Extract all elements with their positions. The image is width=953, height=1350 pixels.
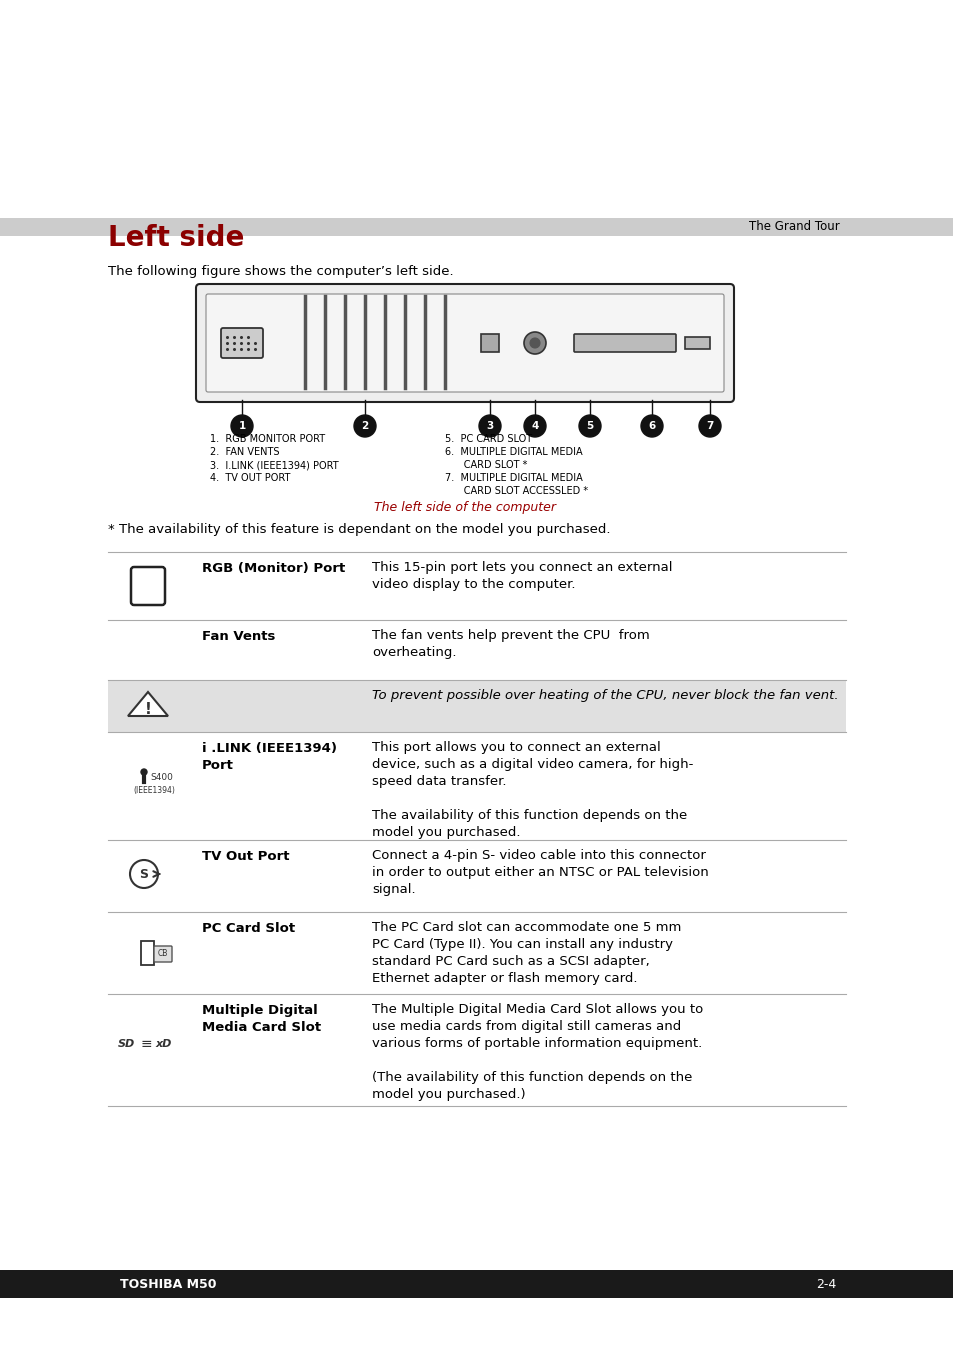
Text: 5: 5 (586, 421, 593, 431)
Text: The PC Card slot can accommodate one 5 mm
PC Card (Type II). You can install any: The PC Card slot can accommodate one 5 m… (372, 921, 680, 986)
Text: 4.  TV OUT PORT: 4. TV OUT PORT (210, 472, 290, 483)
Text: !: ! (145, 702, 152, 717)
Text: ≡: ≡ (140, 1037, 152, 1052)
Text: Fan Vents: Fan Vents (202, 630, 275, 643)
Circle shape (699, 414, 720, 437)
Text: (IEEE1394): (IEEE1394) (132, 787, 174, 795)
Text: TOSHIBA M50: TOSHIBA M50 (120, 1277, 216, 1291)
Text: This port allows you to connect an external
device, such as a digital video came: This port allows you to connect an exter… (372, 741, 693, 838)
Text: 5.  PC CARD SLOT: 5. PC CARD SLOT (444, 433, 532, 444)
Text: Multiple Digital
Media Card Slot: Multiple Digital Media Card Slot (202, 1004, 321, 1034)
FancyBboxPatch shape (684, 338, 709, 350)
Text: 3: 3 (486, 421, 493, 431)
Text: CB: CB (157, 949, 168, 958)
Text: PC Card Slot: PC Card Slot (202, 922, 294, 936)
Text: 1: 1 (238, 421, 245, 431)
Text: 7: 7 (705, 421, 713, 431)
Circle shape (141, 769, 147, 775)
Text: 3.  I.LINK (IEEE1394) PORT: 3. I.LINK (IEEE1394) PORT (210, 460, 338, 470)
Text: To prevent possible over heating of the CPU, never block the fan vent.: To prevent possible over heating of the … (372, 688, 838, 702)
Text: The following figure shows the computer’s left side.: The following figure shows the computer’… (108, 265, 453, 278)
Text: 2: 2 (361, 421, 368, 431)
Circle shape (530, 338, 539, 348)
Text: 4: 4 (531, 421, 538, 431)
FancyBboxPatch shape (153, 946, 172, 963)
Text: 6.  MULTIPLE DIGITAL MEDIA: 6. MULTIPLE DIGITAL MEDIA (444, 447, 582, 458)
Text: xD: xD (155, 1040, 172, 1049)
Text: RGB (Monitor) Port: RGB (Monitor) Port (202, 562, 345, 575)
Text: The left side of the computer: The left side of the computer (374, 501, 556, 514)
Circle shape (478, 414, 500, 437)
Text: S: S (139, 868, 149, 880)
FancyBboxPatch shape (108, 680, 845, 732)
Text: 7.  MULTIPLE DIGITAL MEDIA: 7. MULTIPLE DIGITAL MEDIA (444, 472, 582, 483)
Text: This 15-pin port lets you connect an external
video display to the computer.: This 15-pin port lets you connect an ext… (372, 562, 672, 591)
Circle shape (640, 414, 662, 437)
Polygon shape (128, 693, 168, 716)
FancyBboxPatch shape (574, 333, 676, 352)
FancyBboxPatch shape (206, 294, 723, 392)
Text: SD: SD (117, 1040, 134, 1049)
Text: The Multiple Digital Media Card Slot allows you to
use media cards from digital : The Multiple Digital Media Card Slot all… (372, 1003, 702, 1102)
FancyBboxPatch shape (131, 567, 165, 605)
Text: Connect a 4-pin S- video cable into this connector
in order to output either an : Connect a 4-pin S- video cable into this… (372, 849, 708, 896)
Text: CARD SLOT ACCESSLED *: CARD SLOT ACCESSLED * (444, 486, 587, 495)
Text: 2.  FAN VENTS: 2. FAN VENTS (210, 447, 279, 458)
Text: TV Out Port: TV Out Port (202, 850, 289, 863)
Text: 6: 6 (648, 421, 655, 431)
Circle shape (523, 332, 545, 354)
Circle shape (130, 860, 158, 888)
Text: 1.  RGB MONITOR PORT: 1. RGB MONITOR PORT (210, 433, 325, 444)
Text: S400: S400 (150, 774, 172, 783)
Circle shape (231, 414, 253, 437)
Text: The fan vents help prevent the CPU  from
overheating.: The fan vents help prevent the CPU from … (372, 629, 649, 659)
FancyBboxPatch shape (195, 284, 733, 402)
FancyBboxPatch shape (0, 1270, 953, 1297)
FancyBboxPatch shape (221, 328, 263, 358)
FancyBboxPatch shape (480, 333, 498, 352)
Text: 2-4: 2-4 (815, 1277, 835, 1291)
Text: i .LINK (IEEE1394)
Port: i .LINK (IEEE1394) Port (202, 743, 336, 772)
Text: Left side: Left side (108, 224, 244, 252)
Text: The Grand Tour: The Grand Tour (748, 220, 840, 234)
Text: CARD SLOT *: CARD SLOT * (444, 460, 527, 470)
FancyBboxPatch shape (0, 217, 953, 236)
Circle shape (523, 414, 545, 437)
Circle shape (578, 414, 600, 437)
Circle shape (354, 414, 375, 437)
FancyBboxPatch shape (141, 941, 153, 965)
Text: * The availability of this feature is dependant on the model you purchased.: * The availability of this feature is de… (108, 522, 610, 536)
